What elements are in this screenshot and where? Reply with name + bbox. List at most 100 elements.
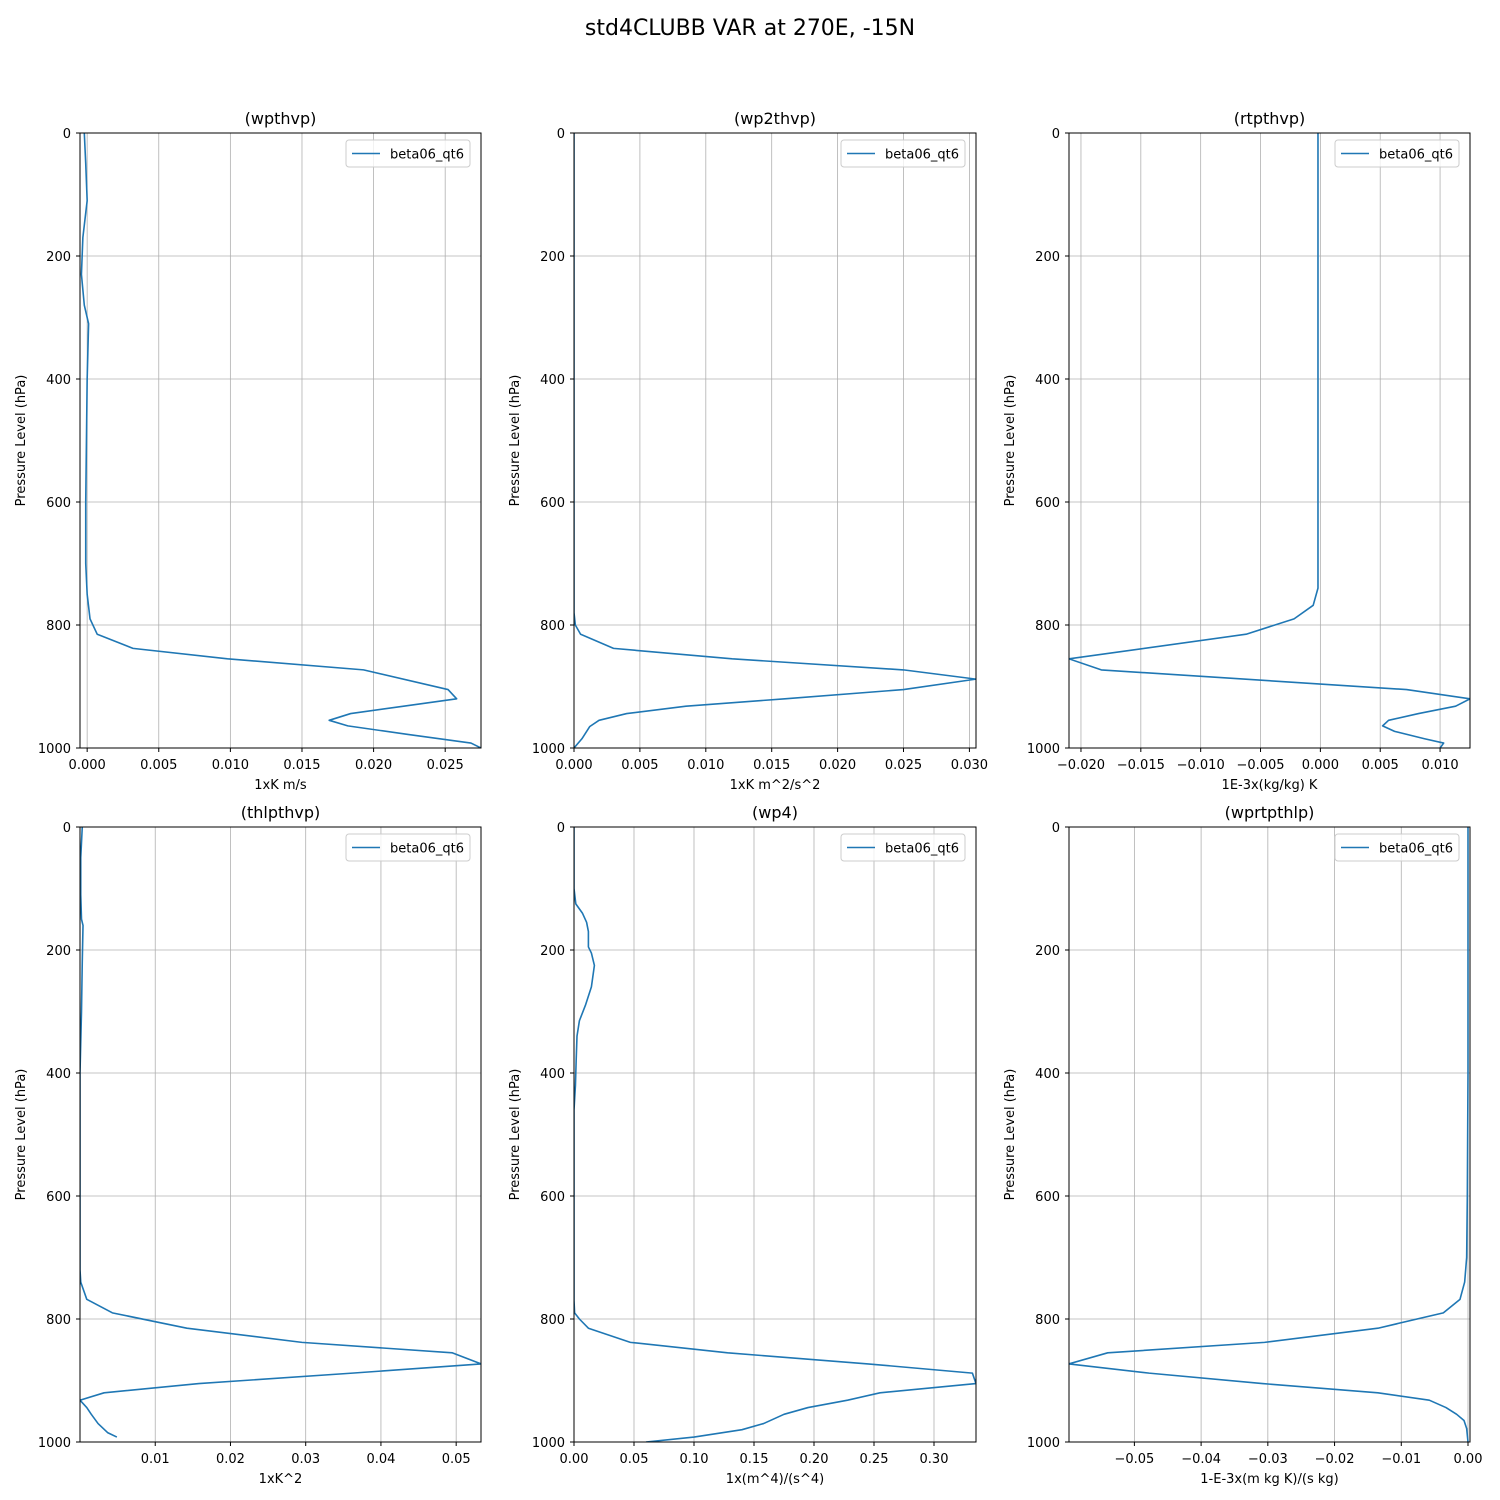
axes-frame <box>79 132 482 749</box>
x-tick-label: 0.000 <box>69 758 106 773</box>
panel-title: (wp2thvp) <box>734 109 816 128</box>
axes-frame <box>1068 132 1471 749</box>
x-tick-label: −0.010 <box>1177 758 1225 773</box>
x-tick-label: 0.10 <box>680 1452 709 1467</box>
y-tick-label: 600 <box>540 1190 565 1205</box>
legend-box <box>345 833 471 862</box>
legend: beta06_qt6 <box>1334 833 1460 862</box>
legend-label: beta06_qt6 <box>390 842 464 857</box>
y-tick-label: 200 <box>540 944 565 959</box>
x-axis-label: 1-E-3x(m kg K)/(s kg) <box>1200 1472 1338 1487</box>
x-axis-label: 1xK m/s <box>254 778 307 793</box>
y-tick-label: 400 <box>540 1067 565 1082</box>
x-tick-label: 0.04 <box>366 1452 395 1467</box>
x-tick-label: 0.015 <box>283 758 320 773</box>
x-tick-label: 0.20 <box>800 1452 829 1467</box>
axes-frame <box>1068 826 1471 1443</box>
x-tick-label: 0.005 <box>1362 758 1399 773</box>
x-tick-label: 0.010 <box>687 758 724 773</box>
y-tick-label: 200 <box>1035 944 1060 959</box>
y-tick-label: 800 <box>1035 619 1060 634</box>
x-axis-label: 1xK m^2/s^2 <box>730 778 821 793</box>
y-tick-label: 1000 <box>1027 742 1060 757</box>
y-tick-label: 1000 <box>38 742 71 757</box>
panel-title: (wpthvp) <box>245 109 317 128</box>
y-tick-label: 800 <box>540 1313 565 1328</box>
x-tick-label: −0.005 <box>1236 758 1284 773</box>
y-tick-label: 0 <box>63 127 71 142</box>
y-tick-label: 400 <box>46 373 71 388</box>
x-tick-label: 0.15 <box>740 1452 769 1467</box>
y-tick-label: 0 <box>1052 821 1060 836</box>
x-tick-label: −0.020 <box>1057 758 1105 773</box>
x-tick-label: 0.00 <box>560 1452 589 1467</box>
x-tick-label: 0.020 <box>355 758 392 773</box>
x-tick-label: 0.30 <box>920 1452 949 1467</box>
x-tick-label: 0.000 <box>1302 758 1339 773</box>
y-tick-label: 600 <box>46 1190 71 1205</box>
y-tick-label: 800 <box>1035 1313 1060 1328</box>
y-tick-label: 800 <box>46 1313 71 1328</box>
panel-title: (wprtpthlp) <box>1225 803 1315 822</box>
x-tick-label: 0.030 <box>951 758 988 773</box>
x-tick-label: 0.03 <box>291 1452 320 1467</box>
x-tick-label: 0.015 <box>753 758 790 773</box>
x-tick-label: −0.04 <box>1181 1452 1221 1467</box>
x-tick-label: 0.005 <box>621 758 658 773</box>
y-tick-label: 400 <box>1035 373 1060 388</box>
legend-box <box>1334 139 1460 168</box>
y-tick-label: 0 <box>557 127 565 142</box>
y-tick-label: 600 <box>1035 496 1060 511</box>
legend: beta06_qt6 <box>840 139 966 168</box>
legend-label: beta06_qt6 <box>1379 148 1453 163</box>
y-axis-label: Pressure Level (hPa) <box>1003 1069 1018 1201</box>
figure-title: std4CLUBB VAR at 270E, -15N <box>584 16 916 41</box>
y-tick-label: 200 <box>46 944 71 959</box>
series-line-beta06_qt6 <box>574 827 976 1442</box>
x-tick-label: 0.000 <box>555 758 592 773</box>
x-tick-label: −0.015 <box>1117 758 1165 773</box>
y-tick-label: 800 <box>46 619 71 634</box>
legend: beta06_qt6 <box>345 139 471 168</box>
y-tick-label: 400 <box>1035 1067 1060 1082</box>
x-axis-label: 1xK^2 <box>259 1472 303 1487</box>
x-axis-label: 1x(m^4)/(s^4) <box>726 1472 824 1487</box>
y-tick-label: 600 <box>1035 1190 1060 1205</box>
y-tick-label: 200 <box>540 250 565 265</box>
x-tick-label: −0.05 <box>1114 1452 1154 1467</box>
legend-label: beta06_qt6 <box>1379 842 1453 857</box>
x-tick-label: −0.03 <box>1248 1452 1288 1467</box>
y-tick-label: 0 <box>1052 127 1060 142</box>
y-tick-label: 0 <box>557 821 565 836</box>
x-tick-label: −0.02 <box>1315 1452 1355 1467</box>
y-tick-label: 400 <box>46 1067 71 1082</box>
x-axis-label: 1E-3x(kg/kg) K <box>1222 778 1318 793</box>
y-tick-label: 200 <box>46 250 71 265</box>
series-line-beta06_qt6 <box>80 133 481 748</box>
legend-box <box>345 139 471 168</box>
x-tick-label: 0.05 <box>442 1452 471 1467</box>
legend: beta06_qt6 <box>1334 139 1460 168</box>
y-tick-label: 400 <box>540 373 565 388</box>
x-tick-label: 0.020 <box>819 758 856 773</box>
series-line-beta06_qt6 <box>1069 133 1470 748</box>
y-tick-label: 800 <box>540 619 565 634</box>
y-axis-label: Pressure Level (hPa) <box>1003 375 1018 507</box>
x-tick-label: −0.01 <box>1381 1452 1421 1467</box>
legend-label: beta06_qt6 <box>885 148 959 163</box>
x-tick-label: 0.025 <box>885 758 922 773</box>
legend-box <box>1334 833 1460 862</box>
legend: beta06_qt6 <box>840 833 966 862</box>
legend-label: beta06_qt6 <box>885 842 959 857</box>
x-tick-label: 0.25 <box>860 1452 889 1467</box>
series-line-beta06_qt6 <box>574 133 976 748</box>
x-tick-label: 0.010 <box>1421 758 1458 773</box>
panel-title: (wp4) <box>752 803 798 822</box>
legend-box <box>840 833 966 862</box>
y-axis-label: Pressure Level (hPa) <box>14 375 29 507</box>
x-tick-label: 0.00 <box>1454 1452 1483 1467</box>
y-axis-label: Pressure Level (hPa) <box>508 375 523 507</box>
